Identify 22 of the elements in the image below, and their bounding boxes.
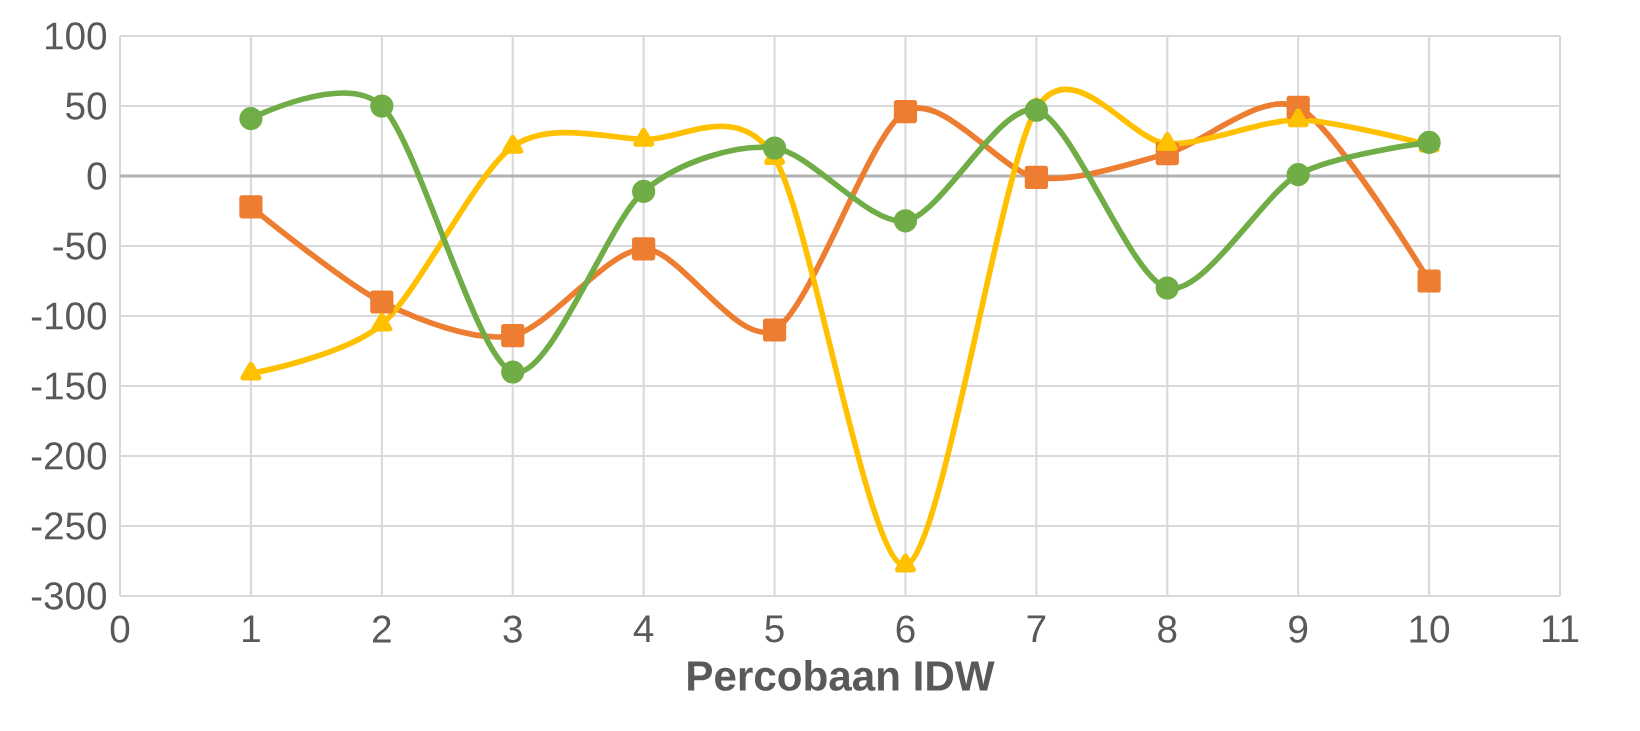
x-tick-label: 6 xyxy=(896,615,915,643)
y-tick-label: -250 xyxy=(31,512,107,540)
x-tick-label: 10 xyxy=(1410,615,1450,643)
y-tick-label: -150 xyxy=(31,372,107,400)
x-tick-label: 9 xyxy=(1289,615,1308,643)
x-tick-label: 0 xyxy=(110,615,130,643)
y-tick-label: 0 xyxy=(87,162,107,190)
y-tick-label: 100 xyxy=(46,22,107,50)
x-tick-label: 2 xyxy=(373,615,391,643)
y-tick-label: -100 xyxy=(31,302,107,330)
x-tick-label: 1 xyxy=(243,615,260,643)
x-tick-label: 7 xyxy=(1027,615,1046,643)
y-tick-label: -200 xyxy=(31,442,107,470)
x-tick-label: 5 xyxy=(765,615,784,643)
y-tick-label: 50 xyxy=(66,92,107,120)
x-tick-label: 3 xyxy=(503,615,522,643)
x-tick-label: 8 xyxy=(1158,615,1177,643)
y-tick-label: -50 xyxy=(53,232,107,260)
x-axis-title: Percobaan IDW xyxy=(688,659,995,691)
x-tick-label: 11 xyxy=(1542,615,1579,643)
y-tick-label: -300 xyxy=(31,582,107,610)
x-tick-label: 4 xyxy=(633,615,654,643)
